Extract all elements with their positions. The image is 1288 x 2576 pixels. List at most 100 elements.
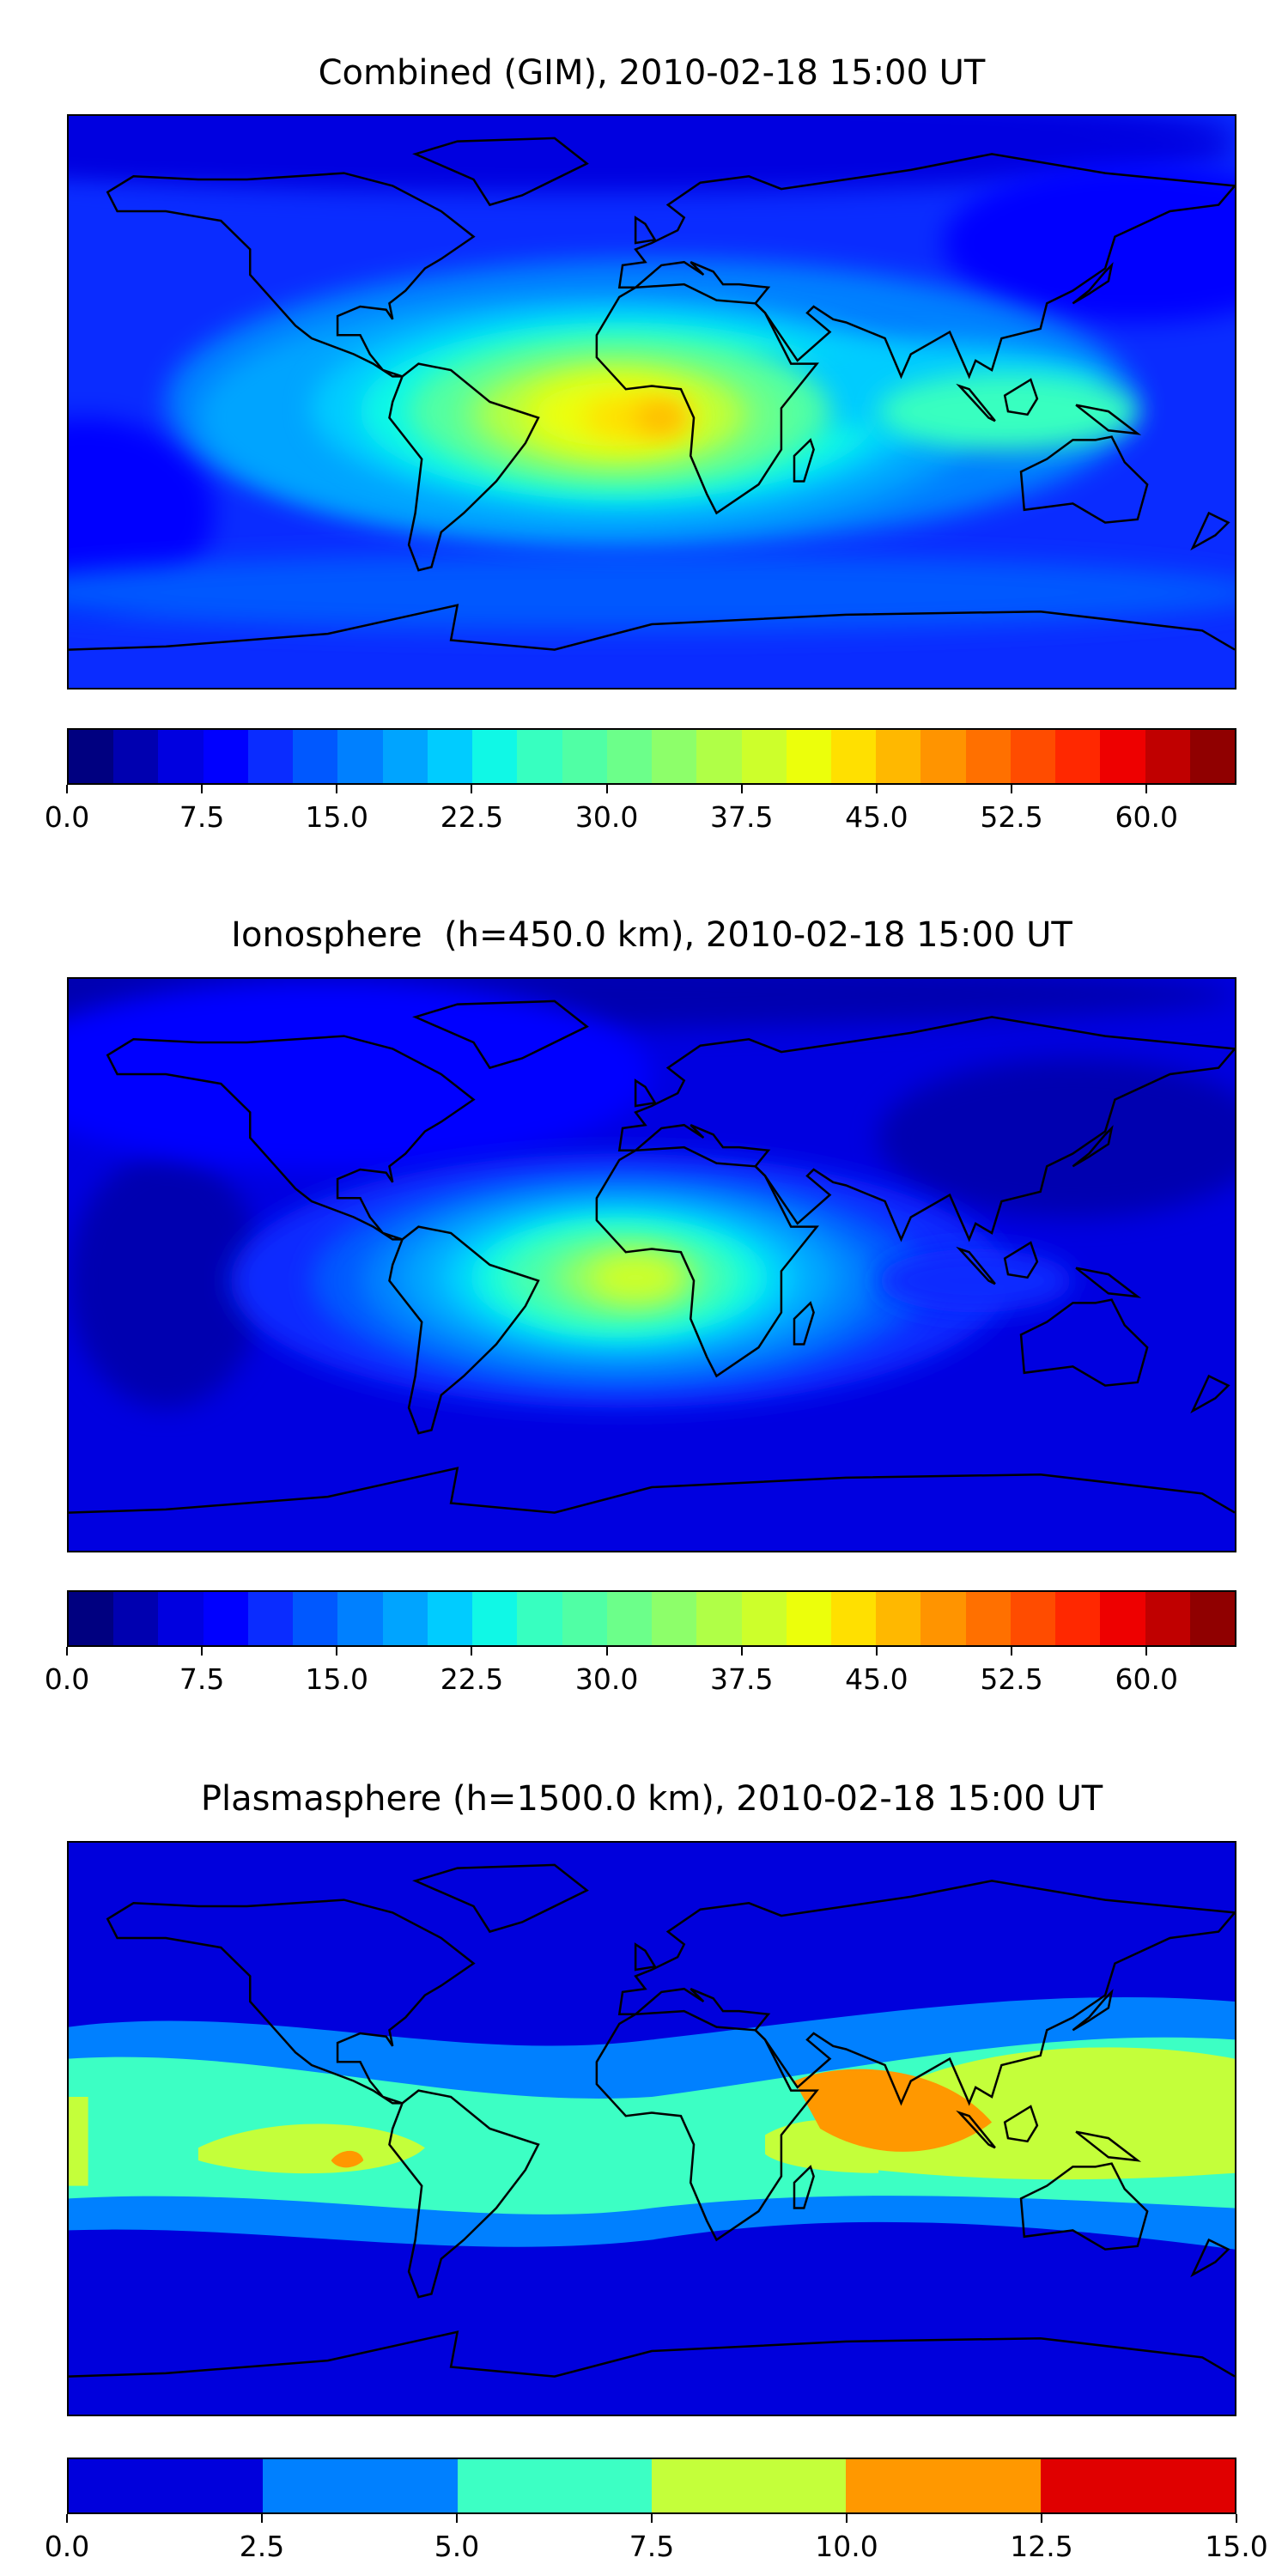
colorbar-tick-mark [201,785,204,793]
colorbar-tick-mark [875,1647,878,1656]
colorbar-tick-label: 22.5 [440,800,504,834]
colorbar-tick-label: 52.5 [980,1662,1043,1696]
colorbar-segment [786,730,831,783]
colorbar-tick-label: 52.5 [980,800,1043,834]
colorbar-segment [876,730,921,783]
colorbar-tick-mark [1041,2514,1042,2523]
colorbar-segment [1145,730,1190,783]
colorbar-tick-mark [66,785,68,793]
colorbar-segment [1055,1592,1101,1645]
colorbar-tick-label: 37.5 [710,800,774,834]
colorbar-segment [69,2459,264,2512]
coastline-sumatra [959,2113,994,2148]
colorbar-segment [517,1592,562,1645]
coastline-new-guinea [1076,405,1138,434]
colorbar-tick-label: 60.0 [1115,1662,1178,1696]
colorbar-tick-label: 22.5 [440,1662,504,1696]
colorbar-tick-label: 45.0 [845,1662,908,1696]
colorbar-segment [606,1592,653,1645]
colorbar-tick-label: 15.0 [1205,2530,1268,2563]
chart-title-plasmasphere: Plasmasphere (h=1500.0 km), 2010-02-18 1… [200,1779,1103,1819]
colorbar-segment [1189,1592,1236,1645]
colorbar-segment [1100,730,1145,783]
colorbar-segment [293,730,338,783]
colorbar-segment [606,730,653,783]
colorbar-ticks-ionosphere: 0.0 7.5 15.0 22.5 30.0 37.5 45.0 52.5 60.0 [45,1647,1236,1698]
colorbar-segment [69,730,114,783]
coastline-new-zealand [1193,1376,1228,1412]
coastline-australia [1021,1300,1147,1386]
coastline-madagascar [794,440,814,481]
coastline-south-america [389,1227,538,1434]
contour-region [878,1058,1235,1218]
colorbar-segment [382,1592,428,1645]
contour-region [69,116,1235,192]
colorbar-segment [696,730,742,783]
contour-band [331,2150,364,2168]
map-ionosphere [67,977,1236,1552]
colorbar-tick-mark [201,1647,204,1656]
colorbar-tick-mark [875,785,878,793]
colorbar-tick-mark [471,785,473,793]
colorbar-segment [1100,1592,1145,1645]
colorbar-segment [203,730,248,783]
colorbar-tick-mark [336,1647,338,1656]
colorbar-tick-label: 7.5 [629,2530,675,2563]
coastline-antarctica [69,2332,1235,2377]
coastline-south-america [389,2091,538,2298]
colorbar-segment [651,2459,847,2512]
colorbar-segment [741,730,787,783]
colorbar-segment [247,730,294,783]
colorbar-segment [263,2459,458,2512]
colorbar-ticks-combined: 0.0 7.5 15.0 22.5 30.0 37.5 45.0 52.5 60.0 [45,785,1236,836]
coastline-africa [597,2011,817,2239]
colorbar-combined [67,728,1236,785]
coastline-sumatra [959,1249,994,1285]
coastline-uk [635,217,655,243]
coastline-north-america [107,1036,473,1240]
colorbar-segment [158,730,204,783]
colorbar-tick-mark [846,2514,848,2523]
colorbar-segment [830,1592,877,1645]
chart-title-ionosphere: Ionosphere (h=450.0 km), 2010-02-18 15:0… [231,915,1072,955]
coastline-eurasia [619,154,1235,376]
colorbar-segment [69,1592,114,1645]
colorbar-tick-mark [740,1647,743,1656]
colorbar-ionosphere [67,1590,1236,1647]
colorbar-segment [427,730,473,783]
coastline-greenland [416,1865,587,1932]
colorbar-tick-label: 60.0 [1115,800,1178,834]
colorbar-tick-label: 0.0 [44,800,90,834]
contour-region [69,1153,264,1408]
coastline-greenland [416,1001,587,1068]
colorbar-segment [741,1592,787,1645]
colorbar-segment [920,730,966,783]
colorbar-tick-label: 7.5 [179,1662,225,1696]
contour-region [69,417,215,609]
colorbar-segment [427,1592,473,1645]
contour-band [793,2069,993,2152]
coastline-madagascar [794,2166,814,2208]
colorbar-tick-mark [1011,1647,1013,1656]
colorbar-segment [652,1592,697,1645]
coastline-uk [635,1080,655,1106]
colorbar-tick-mark [1236,2514,1237,2523]
colorbar-segment [830,730,877,783]
colorbar-segment [562,730,607,783]
colorbar-tick-label: 30.0 [574,1662,639,1696]
colorbar-tick-label: 15.0 [305,1662,369,1696]
coastline-new-zealand [1193,513,1228,549]
coastline-japan [1072,265,1111,303]
coastlines [69,1865,1235,2377]
coastline-antarctica [69,605,1235,650]
colorbar-tick-mark [261,2514,263,2523]
colorbar-segment [337,730,383,783]
colorbar-segment [247,1592,294,1645]
coastline-borneo [1005,1242,1037,1278]
coastline-uk [635,1944,655,1970]
coastline-greenland [416,138,587,205]
colorbar-segment [382,730,428,783]
colorbar-segment [203,1592,248,1645]
coastlines [69,138,1235,650]
colorbar-tick-label: 2.5 [239,2530,285,2563]
